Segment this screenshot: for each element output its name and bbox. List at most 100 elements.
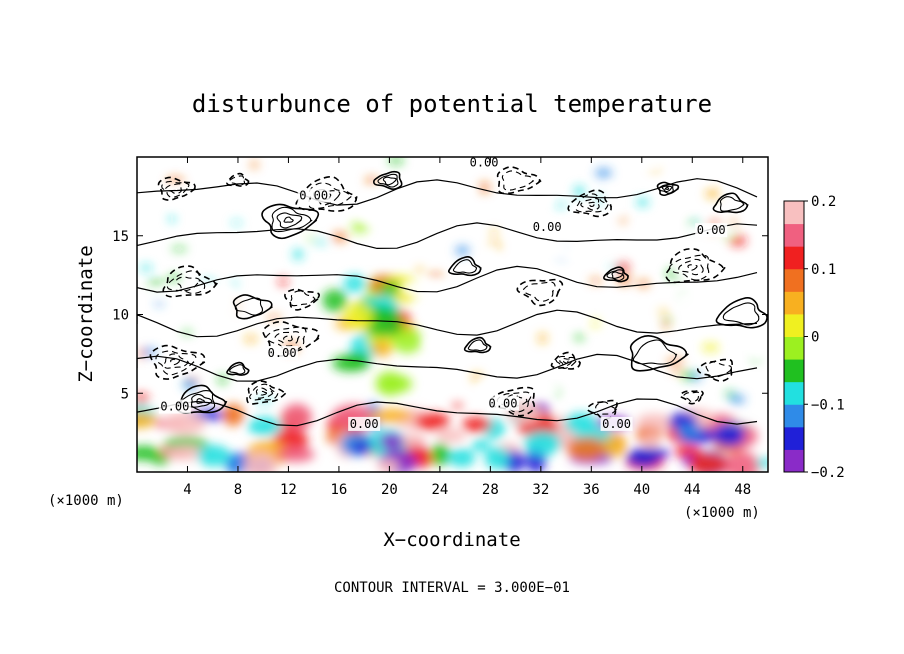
field-blob <box>292 248 304 261</box>
field-blob <box>164 444 207 461</box>
field-blob <box>331 354 367 372</box>
contour-line <box>308 182 352 210</box>
field-blob <box>658 309 669 314</box>
contour-line <box>229 364 246 375</box>
field-blob <box>573 334 585 341</box>
contour-line <box>555 355 578 369</box>
field-blob <box>484 446 511 470</box>
contour-line <box>246 380 287 405</box>
contour-label: 0.00 <box>299 189 328 203</box>
contour-line <box>664 186 670 190</box>
field-blob <box>168 215 176 223</box>
contour-labels: 0.00 0.00 0.00 0.00 0.00 0.00 0.00 0.00 0.00 <box>158 155 728 431</box>
x-axis-ticks: 4 8 12 16 20 24 28 32 36 40 44 48 <box>183 157 751 498</box>
contour-line <box>137 398 758 427</box>
field-blob <box>137 393 150 404</box>
contour-line <box>467 339 488 352</box>
x-axis-label: X−coordinate <box>383 529 520 551</box>
contour-line <box>283 216 294 223</box>
colorbar-tick-label: −0.1 <box>811 397 845 413</box>
field-blob <box>451 402 464 409</box>
x-tick-label: 12 <box>280 482 297 498</box>
field-neutral <box>741 328 768 363</box>
field-blob <box>277 277 289 286</box>
contour-line <box>575 193 609 213</box>
contour-line <box>190 393 213 408</box>
field-blob <box>555 202 567 208</box>
colorbar-tick-label: 0 <box>811 330 819 346</box>
colorbar-band <box>784 381 804 405</box>
field-blob <box>322 289 348 312</box>
colorbar-band <box>784 291 804 315</box>
field-neutral <box>423 181 475 200</box>
colorbar-band <box>784 449 804 473</box>
field-blob <box>602 436 627 458</box>
contour-line <box>226 172 250 187</box>
colorbar-band <box>784 268 804 292</box>
field-blob <box>461 417 492 433</box>
contour-line <box>683 391 701 403</box>
field-blob <box>377 458 399 472</box>
contour-label: 0.00 <box>268 346 297 360</box>
x-tick-label: 24 <box>431 482 448 498</box>
colorbar-band <box>784 313 804 337</box>
field-neutral <box>515 380 561 399</box>
colorbar-tick-label: −0.2 <box>811 465 845 481</box>
contour-line <box>678 258 704 276</box>
field-neutral <box>401 216 444 230</box>
contour-line <box>606 269 625 281</box>
contour-line <box>137 353 758 382</box>
contour-line <box>669 254 710 281</box>
contour-line <box>632 339 678 365</box>
contour-line <box>496 166 542 195</box>
contour-line <box>696 358 733 382</box>
field-neutral <box>192 293 243 328</box>
field-neutral <box>615 336 662 358</box>
field-neutral <box>137 183 174 197</box>
contour-line <box>452 259 478 274</box>
field-neutral <box>672 285 728 317</box>
field-blob <box>674 445 702 459</box>
field-blob <box>670 368 683 373</box>
field-blob <box>592 318 599 328</box>
field-blob <box>247 416 283 436</box>
contour-line <box>234 297 264 316</box>
field-blob <box>344 302 374 331</box>
field-blob <box>626 448 661 467</box>
field-neutral <box>471 258 523 274</box>
field-blob <box>661 320 670 329</box>
field-blob <box>643 433 661 449</box>
contour-label: 0.00 <box>533 220 562 234</box>
contour-line <box>165 183 182 195</box>
x-tick-label: 40 <box>633 482 650 498</box>
colorbar-band <box>784 426 804 450</box>
y-axis-label: Z−coordinate <box>75 245 97 382</box>
contour-line <box>229 175 246 186</box>
field-blob <box>620 217 627 224</box>
contour-line <box>274 331 301 347</box>
contour-line <box>586 201 595 208</box>
y-tick-label: 15 <box>112 229 129 245</box>
contour-line <box>290 290 316 307</box>
contour-line <box>137 309 758 338</box>
contour-line <box>715 297 768 329</box>
contour-line <box>260 390 268 396</box>
contour-line <box>522 281 556 302</box>
colorbar-tick-label: 0.2 <box>811 194 836 210</box>
contour-line <box>719 196 745 212</box>
field-blob <box>705 188 720 199</box>
field-blob <box>524 430 562 456</box>
colorbar-band <box>784 359 804 383</box>
contour-line <box>687 264 698 271</box>
field-blob <box>138 347 145 360</box>
contour-line <box>712 192 749 214</box>
contour-label: 0.00 <box>470 155 499 169</box>
contour-line <box>137 222 758 250</box>
x-tick-label: 16 <box>330 482 347 498</box>
contour-line <box>162 265 218 298</box>
field-blob <box>564 413 598 435</box>
field-blob <box>490 229 498 237</box>
contour-label-bg <box>600 416 633 431</box>
field-blob <box>756 457 768 469</box>
contour-line <box>255 387 274 399</box>
